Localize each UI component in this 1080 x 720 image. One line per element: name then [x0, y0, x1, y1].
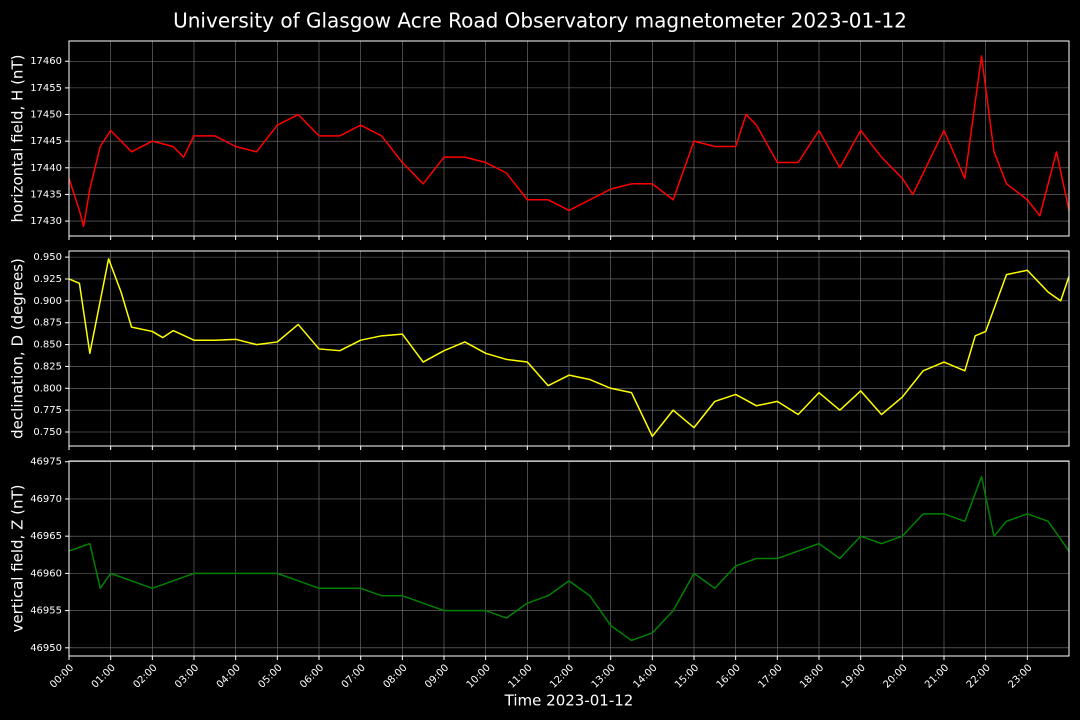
- y-tick-label: 46965: [30, 531, 62, 542]
- y-tick-label: 0.775: [33, 405, 62, 416]
- y-tick-label: 46950: [30, 643, 62, 654]
- y-tick-label: 0.750: [33, 427, 62, 438]
- x-axis-label: Time 2023-01-12: [504, 692, 634, 710]
- y-tick-label: 17440: [30, 163, 62, 174]
- y-tick-label: 46960: [30, 568, 62, 579]
- y-tick-label: 17460: [30, 56, 62, 67]
- chart-title: University of Glasgow Acre Road Observat…: [173, 9, 907, 33]
- y-axis-label: vertical field, Z (nT): [9, 484, 27, 632]
- y-tick-label: 0.850: [33, 340, 62, 351]
- y-tick-label: 0.825: [33, 361, 62, 372]
- data-line: [68, 475, 1070, 642]
- data-line: [68, 55, 1070, 228]
- y-tick-label: 0.800: [33, 383, 62, 394]
- y-tick-label: 17435: [30, 189, 62, 200]
- y-tick-label: 0.950: [33, 252, 62, 263]
- plot-frame: [68, 460, 1070, 657]
- y-axis-label: declination, D (degrees): [9, 258, 27, 439]
- y-tick-label: 17450: [30, 110, 62, 121]
- y-axis-label: horizontal field, H (nT): [9, 55, 27, 223]
- y-tick-label: 0.925: [33, 274, 62, 285]
- y-tick-label: 46955: [30, 606, 62, 617]
- y-tick-label: 0.875: [33, 318, 62, 329]
- y-tick-label: 17455: [30, 83, 62, 94]
- y-tick-label: 17430: [30, 216, 62, 227]
- y-tick-label: 17445: [30, 136, 62, 147]
- y-tick-label: 0.900: [33, 296, 62, 307]
- y-tick-label: 46975: [30, 457, 62, 468]
- plot-frame: [68, 40, 1070, 237]
- data-line: [68, 258, 1070, 438]
- plot-frame: [68, 250, 1070, 447]
- y-tick-label: 46970: [30, 494, 62, 505]
